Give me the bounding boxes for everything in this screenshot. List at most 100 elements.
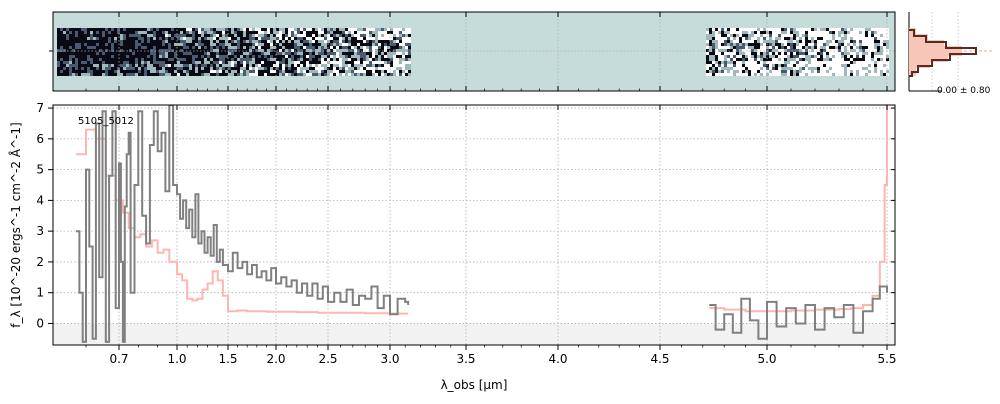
spectrum-2d-pixel bbox=[150, 64, 153, 67]
spectrum-2d-pixel bbox=[66, 34, 69, 37]
spectrum-2d-pixel bbox=[351, 43, 354, 46]
spectrum-2d-pixel bbox=[811, 61, 814, 64]
spectrum-2d-pixel bbox=[300, 49, 303, 52]
spectrum-2d-pixel bbox=[886, 70, 889, 73]
spectrum-2d-pixel bbox=[841, 31, 844, 34]
spectrum-2d-pixel bbox=[381, 58, 384, 61]
spectrum-2d-pixel bbox=[162, 70, 165, 73]
spectrum-2d-pixel bbox=[264, 46, 267, 49]
spectrum-2d-pixel bbox=[847, 73, 850, 76]
spectrum-2d-pixel bbox=[817, 61, 820, 64]
spectrum-2d-pixel bbox=[772, 28, 775, 31]
spectrum-2d-pixel bbox=[751, 67, 754, 70]
spectrum-2d-pixel bbox=[838, 73, 841, 76]
spectrum-2d-pixel bbox=[201, 34, 204, 37]
spectrum-2d-pixel bbox=[832, 61, 835, 64]
spectrum-2d-pixel bbox=[87, 31, 90, 34]
spectrum-2d-pixel bbox=[841, 64, 844, 67]
spectrum-2d-pixel bbox=[174, 49, 177, 52]
spectrum-2d-pixel bbox=[841, 34, 844, 37]
spectrum-2d-pixel bbox=[811, 73, 814, 76]
spectrum-2d-pixel bbox=[847, 52, 850, 55]
spectrum-2d-pixel bbox=[99, 49, 102, 52]
spectrum-2d-pixel bbox=[237, 46, 240, 49]
spectrum-2d-pixel bbox=[838, 64, 841, 67]
spectrum-2d-pixel bbox=[177, 46, 180, 49]
spectrum-2d-pixel bbox=[171, 58, 174, 61]
spectrum-2d-pixel bbox=[718, 31, 721, 34]
spectrum-2d-pixel bbox=[763, 28, 766, 31]
spectrum-2d-pixel bbox=[99, 34, 102, 37]
spectrum-2d-pixel bbox=[351, 73, 354, 76]
spectrum-2d-pixel bbox=[189, 43, 192, 46]
spectrum-2d-pixel bbox=[309, 28, 312, 31]
spectrum-2d-pixel bbox=[204, 61, 207, 64]
spectrum-2d-pixel bbox=[99, 28, 102, 31]
spectrum-2d-pixel bbox=[138, 49, 141, 52]
spectrum-2d-pixel bbox=[66, 55, 69, 58]
spectrum-2d-pixel bbox=[165, 34, 168, 37]
spectrum-2d-pixel bbox=[886, 58, 889, 61]
spectrum-2d-pixel bbox=[312, 46, 315, 49]
spectrum-2d-pixel bbox=[709, 55, 712, 58]
spectrum-2d-pixel bbox=[775, 31, 778, 34]
spectrum-2d-pixel bbox=[405, 43, 408, 46]
spectrum-2d-pixel bbox=[835, 64, 838, 67]
spectrum-2d-pixel bbox=[739, 61, 742, 64]
spectrum-2d-pixel bbox=[63, 58, 66, 61]
spectrum-2d-pixel bbox=[243, 64, 246, 67]
spectrum-2d-pixel bbox=[811, 34, 814, 37]
spectrum-2d-pixel bbox=[57, 73, 60, 76]
spectrum-2d-pixel bbox=[228, 55, 231, 58]
spectrum-2d-pixel bbox=[183, 67, 186, 70]
spectrum-2d-pixel bbox=[252, 28, 255, 31]
spectrum-2d-pixel bbox=[90, 31, 93, 34]
spectrum-2d-pixel bbox=[369, 37, 372, 40]
spectrum-2d-pixel bbox=[69, 64, 72, 67]
spectrum-2d-pixel bbox=[877, 70, 880, 73]
spectrum-2d-pixel bbox=[324, 37, 327, 40]
spectrum-2d-pixel bbox=[153, 28, 156, 31]
spectrum-2d-pixel bbox=[865, 58, 868, 61]
spectrum-2d-pixel bbox=[850, 52, 853, 55]
spectrum-2d-pixel bbox=[850, 28, 853, 31]
spectrum-2d-pixel bbox=[222, 49, 225, 52]
spectrum-2d-pixel bbox=[721, 46, 724, 49]
spectrum-2d-pixel bbox=[99, 46, 102, 49]
spectrum-2d-pixel bbox=[57, 37, 60, 40]
spectrum-2d-pixel bbox=[814, 49, 817, 52]
spectrum-2d-pixel bbox=[357, 31, 360, 34]
spectrum-2d-pixel bbox=[405, 46, 408, 49]
spectrum-2d-pixel bbox=[162, 61, 165, 64]
spectrum-2d-pixel bbox=[805, 55, 808, 58]
spectrum-2d-pixel bbox=[192, 37, 195, 40]
spectrum-2d-pixel bbox=[300, 46, 303, 49]
spectrum-2d-pixel bbox=[75, 64, 78, 67]
spectrum-2d-pixel bbox=[360, 46, 363, 49]
spectrum-2d-pixel bbox=[318, 40, 321, 43]
spectrum-2d-pixel bbox=[318, 31, 321, 34]
spectrum-2d-pixel bbox=[366, 64, 369, 67]
spectrum-2d-pixel bbox=[796, 31, 799, 34]
spectrum-2d-pixel bbox=[363, 43, 366, 46]
spectrum-2d-pixel bbox=[138, 61, 141, 64]
spectrum-2d-pixel bbox=[186, 67, 189, 70]
spectrum-2d-pixel bbox=[850, 67, 853, 70]
spectrum-2d-pixel bbox=[832, 46, 835, 49]
spectrum-2d-pixel bbox=[180, 43, 183, 46]
spectrum-2d-pixel bbox=[231, 28, 234, 31]
spectrum-2d-pixel bbox=[390, 49, 393, 52]
spectrum-2d-pixel bbox=[718, 52, 721, 55]
spectrum-2d-pixel bbox=[327, 34, 330, 37]
spectrum-2d-pixel bbox=[736, 28, 739, 31]
spectrum-2d-pixel bbox=[730, 40, 733, 43]
spectrum-2d-pixel bbox=[171, 64, 174, 67]
spectrum-2d-pixel bbox=[375, 58, 378, 61]
spectrum-2d-pixel bbox=[102, 31, 105, 34]
spectrum-2d-pixel bbox=[363, 55, 366, 58]
spectrum-2d-pixel bbox=[793, 49, 796, 52]
spectrum-2d-pixel bbox=[796, 55, 799, 58]
spectrum-2d-pixel bbox=[733, 52, 736, 55]
spectrum-2d-pixel bbox=[213, 43, 216, 46]
spectrum-2d-pixel bbox=[811, 40, 814, 43]
